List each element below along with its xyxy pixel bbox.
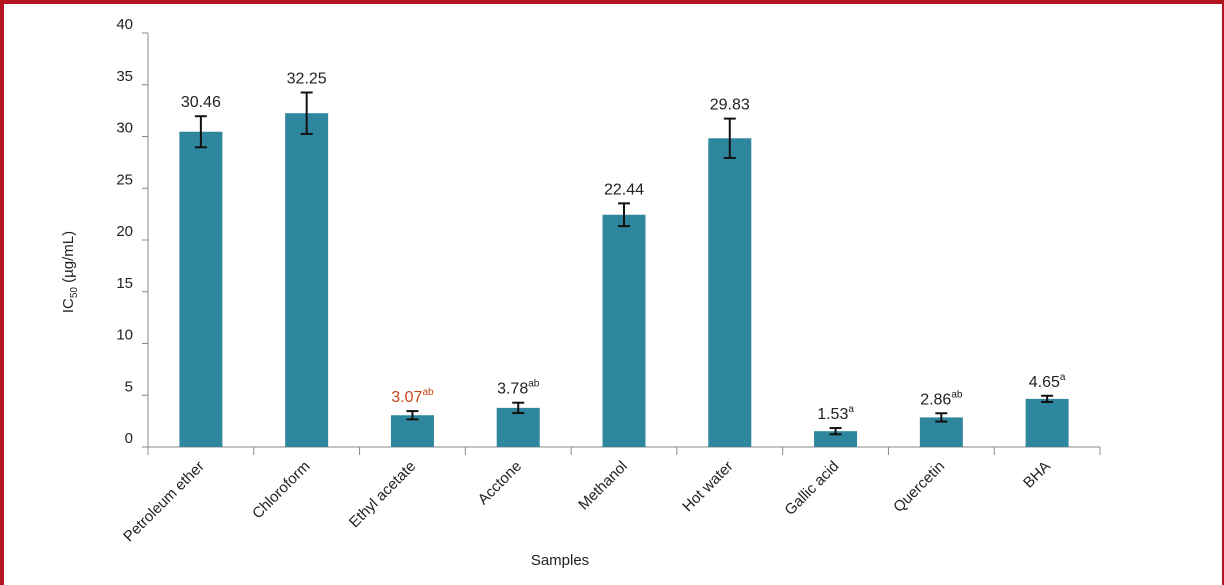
y-tick-label: 0 — [125, 430, 133, 447]
bar — [179, 131, 223, 447]
data-label-superscript: ab — [528, 379, 540, 390]
y-axis-label: IC50 (µg/mL) — [60, 231, 80, 313]
y-tick-label: 25 — [116, 171, 133, 188]
data-label: 3.78ab — [497, 379, 540, 398]
category-label: Chloroform — [249, 458, 313, 522]
category-label: Methanol — [575, 458, 631, 514]
y-axis: 0 5 10 15 20 25 30 35 40 — [116, 16, 149, 448]
bar — [390, 415, 434, 447]
bar — [496, 407, 540, 447]
data-label-value: 3.07 — [391, 389, 422, 406]
data-label-value: 4.65 — [1029, 374, 1060, 391]
data-label-superscript: a — [1060, 372, 1066, 383]
data-label: 30.46 — [181, 94, 221, 111]
y-tick-label: 35 — [116, 68, 133, 85]
data-label-value: 30.46 — [181, 94, 221, 111]
data-label: 22.44 — [604, 181, 644, 198]
bar — [602, 214, 646, 447]
y-tick-label: 20 — [116, 223, 133, 240]
y-tick-label: 15 — [116, 275, 133, 292]
category-label: Acctone — [475, 458, 525, 508]
data-label-value: 3.78 — [497, 381, 528, 398]
data-label-value: 22.44 — [604, 181, 644, 198]
y-axis-label-main: IC — [60, 298, 77, 313]
data-label: 32.25 — [287, 71, 327, 88]
data-label-value: 2.86 — [920, 391, 951, 408]
category-label: Quercetin — [890, 458, 948, 516]
data-label: 3.07ab — [391, 387, 434, 406]
x-axis-label: Samples — [531, 552, 589, 569]
y-tick-label: 30 — [116, 120, 133, 137]
category-label: Hot water — [679, 458, 736, 515]
bar — [814, 431, 858, 447]
data-label-value: 32.25 — [287, 71, 327, 88]
error-bars — [194, 91, 1054, 436]
y-tick-label: 5 — [125, 378, 133, 395]
data-label: 1.53a — [817, 404, 854, 423]
data-label-superscript: a — [848, 404, 854, 415]
y-axis-label-unit: (µg/mL) — [60, 231, 77, 287]
bar — [1025, 398, 1069, 447]
x-axis — [147, 446, 1101, 455]
category-label: Ethyl acetate — [346, 458, 419, 531]
category-labels: Petroleum ether Chloroform Ethyl acetate Ac… — [120, 458, 1054, 545]
data-label-superscript: ab — [422, 387, 434, 398]
data-label: 2.86ab — [920, 389, 963, 408]
data-label-value: 1.53 — [817, 406, 848, 423]
bars — [179, 113, 1069, 448]
data-label: 4.65a — [1029, 372, 1066, 391]
y-axis-label-subscript: 50 — [69, 287, 80, 299]
bar — [708, 138, 752, 447]
y-tick-label: 10 — [116, 327, 133, 344]
category-label: BHA — [1020, 458, 1054, 492]
category-label: Petroleum ether — [120, 458, 207, 545]
data-label-superscript: ab — [951, 389, 963, 400]
y-tick-label: 40 — [116, 16, 133, 33]
category-label: Gallic acid — [781, 458, 842, 519]
bar — [285, 113, 329, 448]
data-label-value: 29.83 — [710, 97, 750, 114]
data-label: 29.83 — [710, 97, 750, 114]
